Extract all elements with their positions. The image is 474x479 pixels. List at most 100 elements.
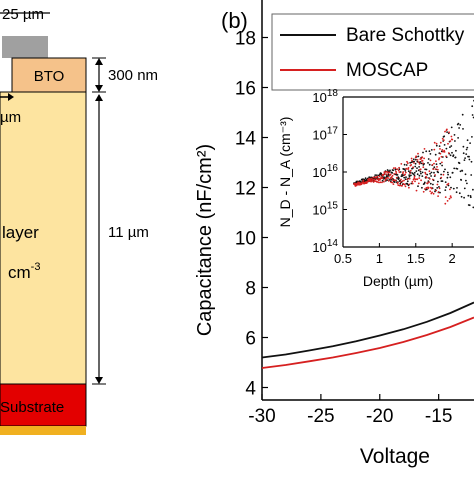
- inset-point-moscap: [427, 186, 430, 189]
- legend-label-bare: Bare Schottky: [346, 25, 465, 46]
- inset-point-moscap: [399, 181, 402, 183]
- inset-x-axis-label: Depth (µm): [363, 273, 433, 289]
- inset-point-bare: [417, 155, 420, 158]
- x-tick-label: -20: [366, 406, 393, 427]
- inset-point-moscap: [444, 196, 447, 199]
- inset-point-bare: [458, 127, 460, 129]
- inset-point-moscap: [395, 170, 397, 173]
- inset-point-moscap: [387, 177, 389, 180]
- inset-point-bare: [466, 139, 469, 142]
- inset-point-moscap: [378, 175, 381, 178]
- inset-point-moscap: [440, 176, 443, 179]
- inset-point-bare: [436, 187, 439, 189]
- inset-point-bare: [447, 173, 449, 176]
- inset-point-moscap: [385, 177, 388, 180]
- inset-point-bare: [457, 122, 460, 125]
- inset-point-bare: [424, 168, 426, 171]
- inset-point-bare: [455, 149, 457, 152]
- inset-point-moscap: [422, 166, 425, 169]
- inset-point-moscap: [441, 149, 444, 151]
- inset-point-moscap: [394, 179, 397, 182]
- bottom-contact: [0, 426, 86, 435]
- inset-point-bare: [433, 171, 435, 174]
- inset-point-bare: [381, 179, 384, 182]
- inset-point-moscap: [392, 179, 394, 182]
- inset-point-moscap: [413, 162, 415, 164]
- x-tick-label: -30: [248, 406, 275, 427]
- inset-point-bare: [362, 178, 364, 181]
- inset-point-bare: [437, 171, 440, 174]
- inset-point-bare: [464, 157, 466, 160]
- inset-point-moscap: [431, 164, 434, 166]
- inset-point-moscap: [407, 167, 410, 169]
- inset-point-bare: [461, 170, 464, 172]
- inset-point-bare: [470, 174, 473, 176]
- inset-point-bare: [383, 176, 385, 179]
- inset-point-moscap: [406, 178, 409, 181]
- y-tick-label: 12: [235, 179, 256, 200]
- inset-point-bare: [441, 180, 444, 183]
- inset-point-moscap: [424, 173, 427, 175]
- inset-point-bare: [393, 181, 396, 184]
- inset-point-bare: [435, 144, 438, 147]
- inset-point-bare: [459, 170, 462, 173]
- inset-point-bare: [412, 158, 415, 161]
- inset-point-moscap: [395, 176, 398, 179]
- inset-point-bare: [408, 174, 411, 177]
- inset-point-moscap: [446, 128, 448, 131]
- inset-point-moscap: [437, 191, 440, 194]
- inset-point-moscap: [436, 166, 438, 168]
- inset-point-bare: [391, 172, 394, 174]
- inset-point-bare: [468, 204, 471, 207]
- inset-point-moscap: [434, 174, 436, 176]
- inset-point-moscap: [433, 141, 436, 144]
- y-tick-label: 14: [235, 129, 257, 150]
- inset-plot-area: [353, 99, 474, 209]
- inset-point-bare: [421, 186, 423, 189]
- inset-point-moscap: [441, 161, 443, 164]
- inset-point-moscap: [383, 180, 385, 183]
- inset-point-bare: [464, 173, 467, 176]
- inset-point-moscap: [444, 202, 447, 205]
- inset-point-moscap: [409, 172, 411, 175]
- inset-point-moscap: [398, 171, 401, 174]
- inset-point-bare: [413, 160, 415, 163]
- inset-point-bare: [396, 174, 399, 176]
- inset-point-moscap: [397, 184, 400, 187]
- main-plot-area: [261, 301, 474, 369]
- legend-label-moscap: MOSCAP: [346, 60, 428, 81]
- inset-point-bare: [456, 168, 459, 170]
- inset-point-bare: [414, 162, 417, 165]
- inset-point-moscap: [416, 159, 419, 161]
- inset-point-moscap: [410, 157, 413, 160]
- inset-point-moscap: [402, 171, 405, 173]
- inset-point-moscap: [412, 166, 414, 169]
- inset-point-moscap: [431, 191, 433, 194]
- inset-point-moscap: [425, 176, 428, 179]
- inset-point-bare: [472, 188, 474, 191]
- inset-point-moscap: [408, 177, 411, 180]
- panel-label: (b): [221, 8, 248, 33]
- inset-point-bare: [438, 186, 440, 188]
- inset-point-bare: [463, 187, 466, 190]
- inset-point-bare: [417, 185, 419, 188]
- inset-point-moscap: [378, 181, 380, 184]
- inset-point-moscap: [437, 195, 439, 198]
- inset-point-moscap: [414, 178, 417, 181]
- inset-point-moscap: [417, 161, 420, 164]
- inset-point-bare: [414, 165, 417, 168]
- inset-point-bare: [454, 156, 457, 159]
- bto-thickness-label: 300 nm: [108, 67, 158, 84]
- inset-point-bare: [451, 171, 454, 174]
- inset-point-moscap: [381, 177, 384, 180]
- inset-point-moscap: [439, 141, 442, 144]
- inset-point-bare: [433, 166, 436, 169]
- inset-point-bare: [429, 153, 432, 155]
- inset-point-moscap: [415, 155, 417, 158]
- inset-point-bare: [453, 134, 456, 136]
- inset-point-bare: [386, 179, 389, 182]
- inset-point-moscap: [449, 195, 452, 198]
- inset-point-bare: [445, 147, 448, 150]
